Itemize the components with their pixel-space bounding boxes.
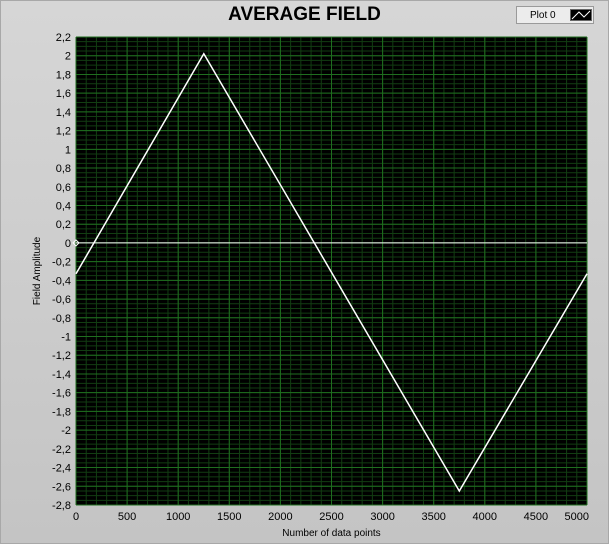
y-tick-label: 1,4 (56, 107, 71, 119)
x-tick-label: 4500 (524, 511, 548, 523)
y-tick-label: 0,6 (56, 182, 71, 194)
series-group (72, 52, 588, 493)
y-tick-label: -2,8 (52, 500, 71, 512)
legend-swatch (570, 9, 592, 21)
y-tick-label: 0 (65, 238, 71, 250)
y-tick-label: -0,2 (52, 257, 71, 269)
y-tick-label: -2 (61, 425, 71, 437)
y-tick-label: -1,2 (52, 350, 71, 362)
x-tick-label: 3000 (370, 511, 394, 523)
series-line (75, 52, 588, 493)
y-tick-label: -0,6 (52, 294, 71, 306)
y-tick-label: -2,6 (52, 481, 71, 493)
x-tick-label: 0 (73, 511, 79, 523)
y-tick-label: 2,2 (56, 32, 71, 44)
y-tick-label: -0,8 (52, 313, 71, 325)
y-tick-label: 1 (65, 144, 71, 156)
x-tick-label: 1000 (166, 511, 190, 523)
x-tick-label: 3500 (421, 511, 445, 523)
x-tick-label: 2500 (319, 511, 343, 523)
y-tick-label: -1,8 (52, 406, 71, 418)
y-axis-label: Field Amplitude (32, 236, 43, 305)
x-tick-label: 5000 (565, 511, 589, 523)
y-tick-label: 1,8 (56, 69, 71, 81)
x-tick-label: 2000 (268, 511, 292, 523)
y-tick-label: 0,4 (56, 200, 71, 212)
y-tick-label: 1,2 (56, 126, 71, 138)
x-tick-label: 4000 (473, 511, 497, 523)
y-tick-label: 2 (65, 51, 71, 63)
origin-marker (72, 239, 80, 247)
y-tick-label: -2,4 (52, 463, 71, 475)
y-tick-label: 0,8 (56, 163, 71, 175)
y-tick-label: -1,6 (52, 388, 71, 400)
y-tick-label: -1,4 (52, 369, 71, 381)
x-tick-label: 500 (118, 511, 136, 523)
plot-legend[interactable]: Plot 0 (516, 6, 594, 24)
legend-label: Plot 0 (530, 10, 556, 21)
y-tick-labels: 2,2 2 1,8 1,6 1,4 1,2 1 0,8 0,6 0,4 0,2 0 -0,2 -0,4 -0… (52, 32, 71, 512)
y-tick-label: 0,2 (56, 219, 71, 231)
y-tick-label: -2,2 (52, 444, 71, 456)
y-tick-label: -1 (61, 332, 71, 344)
x-tick-labels: 0 500 1000 1500 2000 2500 3000 3500 4000 4500 5000 (73, 511, 589, 523)
y-tick-label: -0,4 (52, 275, 71, 287)
y-tick-label: 1,6 (56, 88, 71, 100)
chart-title: AVERAGE FIELD (228, 4, 381, 25)
x-axis-label: Number of data points (282, 528, 380, 539)
x-tick-label: 1500 (217, 511, 241, 523)
